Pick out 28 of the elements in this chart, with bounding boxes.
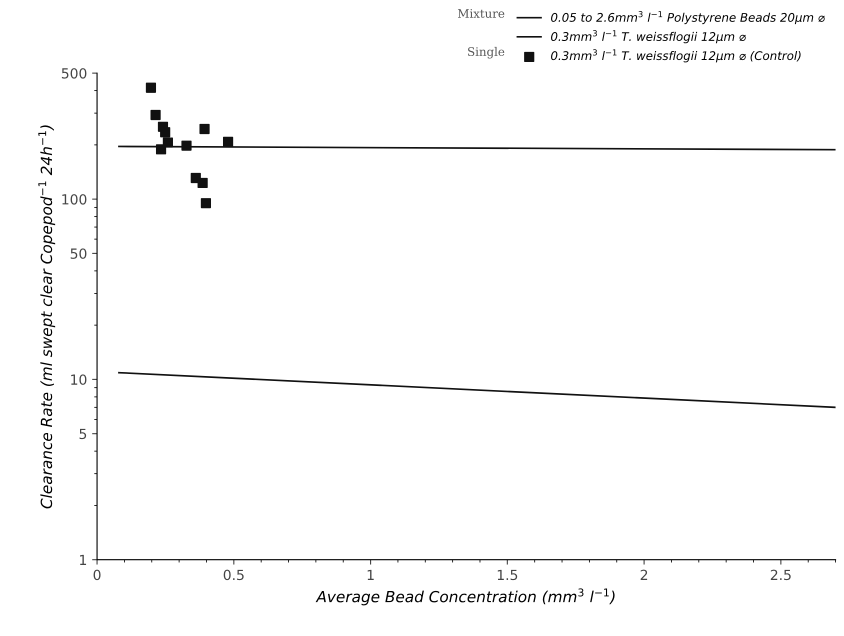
x-tick-label: 2 bbox=[640, 570, 648, 580]
text: Mixture bbox=[458, 9, 504, 18]
x-tick-label: 0 bbox=[94, 570, 101, 580]
x-tick-label: 1.5 bbox=[498, 570, 518, 580]
y-tick-label: 50 bbox=[70, 248, 86, 259]
point bbox=[160, 127, 170, 138]
y-tick-label: 100 bbox=[62, 194, 86, 205]
legend-label: 0.3mm$^{3}$ l$^{−1}$ T. weissflogii 12μm ⌀ (Control) bbox=[551, 49, 801, 62]
point bbox=[181, 140, 192, 151]
point bbox=[199, 124, 210, 134]
point bbox=[150, 110, 161, 120]
y-tick-label: 5 bbox=[80, 428, 86, 440]
x-axis-title: Average Bead Concentration (mm$^{3}$ l$^{−1}$) bbox=[316, 588, 615, 606]
legend-label: 0.3mm$^{3}$ l$^{−1}$ T. weissflogii 12μm ⌀ bbox=[551, 30, 746, 44]
y-tick-label: 1 bbox=[80, 554, 86, 565]
legend-label: 0.05 to 2.6mm$^{3}$ l$^{−1}$ Polystyrene Beads 20μm ⌀ bbox=[551, 11, 825, 24]
point bbox=[198, 178, 208, 188]
y-tick-label: 10 bbox=[71, 374, 86, 385]
y-axis-title: Clearance Rate (ml swept clear Copepod$^{−1}$ 24h$^{−1}$) bbox=[38, 125, 56, 508]
point bbox=[222, 136, 234, 147]
point bbox=[156, 144, 166, 154]
text: Single bbox=[468, 46, 504, 59]
x-tick-label: 2.5 bbox=[770, 570, 791, 580]
point bbox=[146, 82, 156, 93]
point bbox=[200, 198, 212, 208]
y-tick-label: 500 bbox=[62, 68, 86, 79]
x-tick-label: 1 bbox=[368, 570, 374, 580]
x-tick-label: 0.5 bbox=[224, 570, 244, 580]
